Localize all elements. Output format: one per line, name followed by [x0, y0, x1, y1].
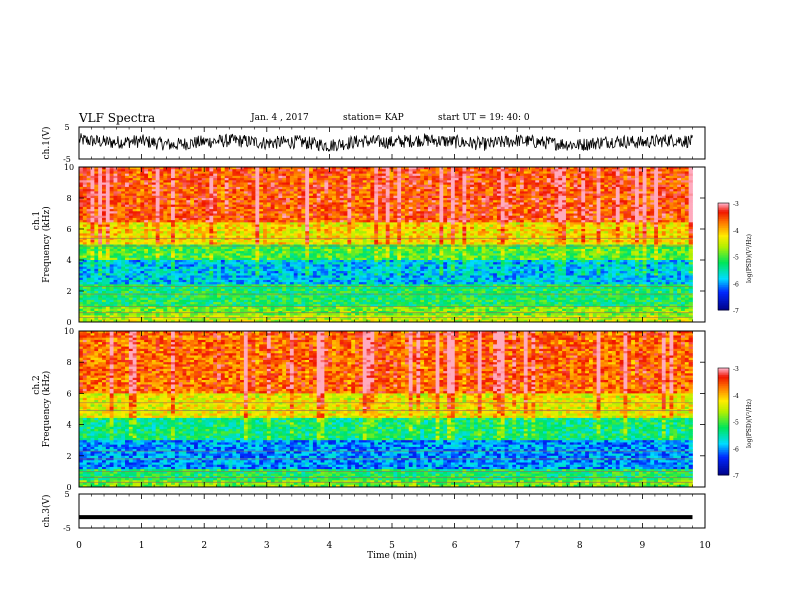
ch2-colorbar-tick--3: -3 [733, 366, 739, 373]
ch2-spectrogram-ytick-0: 0 [66, 483, 71, 492]
time-tick-label-10: 10 [699, 541, 711, 551]
ch2-spectrogram-ytick-2: 2 [66, 452, 71, 461]
chart-title: VLF Spectra [79, 111, 155, 125]
ch1-spectrogram-ytick-2: 2 [66, 287, 71, 296]
time-tick-label-6: 6 [452, 541, 458, 551]
ch3-waveform-frame [78, 493, 706, 529]
ch2-colorbar-tick--6: -6 [733, 446, 739, 453]
ch3-waveform-ylabel: ch.3(V) [41, 495, 52, 528]
time-tick-label-3: 3 [264, 541, 270, 551]
date-label: Jan. 4 , 2017 [251, 113, 309, 123]
ch3-waveform-ytick-top: 5 [64, 490, 69, 499]
ch2-colorbar-label: log(PSD)(V²/Hz) [746, 399, 753, 448]
time-tick-label-2: 2 [201, 541, 207, 551]
ch1-colorbar-tick--3: -3 [733, 201, 739, 208]
ch1-trace [78, 133, 693, 152]
station-label: station= KAP [343, 113, 404, 123]
ch1-waveform-ytick-top: 5 [64, 123, 69, 132]
ch1-waveform-ytick-bottom: -5 [63, 155, 71, 164]
ch1-spectrogram-ytick-6: 6 [66, 225, 71, 234]
ch1-spectrogram-ytick-8: 8 [66, 194, 71, 203]
ch2-colorbar-tick--4: -4 [733, 393, 739, 400]
time-tick-label-9: 9 [640, 541, 646, 551]
time-tick-label-5: 5 [389, 541, 395, 551]
start-ut-label: start UT = 19: 40: 0 [438, 113, 530, 123]
time-tick-label-4: 4 [327, 541, 333, 551]
ch1-colorbar-tick--5: -5 [733, 255, 739, 262]
ch2-colorbar-tick--7: -7 [733, 473, 739, 480]
time-axis-label: Time (min) [367, 550, 417, 561]
ch2-spectrogram-ytick-6: 6 [66, 389, 71, 398]
ch2-spectrogram-ytick-10: 10 [64, 327, 74, 336]
ch1-spectrogram-channel-label: ch.1 [32, 211, 42, 230]
time-tick-label-7: 7 [514, 541, 520, 551]
ch1-colorbar-label: log(PSD)(V²/Hz) [746, 234, 753, 283]
ch1-colorbar-tick--7: -7 [733, 308, 739, 315]
ch2-spectrogram-ylabel: Frequency (kHz) [41, 371, 52, 448]
ch1-waveform-ylabel: ch.1(V) [41, 127, 52, 160]
ch1-spectrogram-ytick-0: 0 [66, 318, 71, 327]
ch1-spectrogram-ytick-10: 10 [64, 163, 74, 172]
ch2-colorbar-tick--5: -5 [733, 420, 739, 427]
ch2-colorbar-frame [717, 367, 730, 476]
time-tick-label-8: 8 [577, 541, 583, 551]
ch2-spectrogram-ytick-8: 8 [66, 358, 71, 367]
ch1-colorbar-tick--6: -6 [733, 281, 739, 288]
ch2-spectrogram-image [79, 331, 693, 488]
time-tick-label-0: 0 [76, 541, 82, 551]
ch3-waveform-ytick-bottom: -5 [63, 524, 71, 533]
ch1-spectrogram-image [79, 167, 693, 323]
ch1-spectrogram-ylabel: Frequency (kHz) [41, 206, 52, 283]
ch1-colorbar-frame [717, 202, 730, 311]
ch2-spectrogram-channel-label: ch.2 [32, 375, 42, 394]
time-tick-label-1: 1 [139, 541, 145, 551]
ch1-colorbar-tick--4: -4 [733, 228, 739, 235]
ch1-spectrogram-ytick-4: 4 [66, 256, 71, 265]
ch2-spectrogram-ytick-4: 4 [66, 421, 71, 430]
